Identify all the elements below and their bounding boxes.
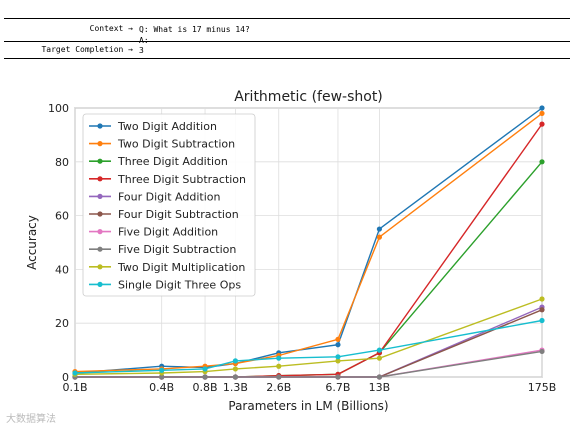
- context-line-2: A:: [139, 36, 149, 45]
- context-label: Context →: [89, 24, 133, 33]
- legend-entry: Three Digit Subtraction: [117, 173, 246, 186]
- data-point: [232, 358, 239, 364]
- x-tick-label: 1.3B: [223, 381, 248, 394]
- legend-entry: Three Digit Addition: [117, 155, 228, 168]
- data-point: [232, 374, 239, 380]
- y-tick-label: 40: [55, 263, 69, 276]
- legend-swatch-marker: [97, 158, 103, 164]
- context-row: Context → Q: What is 17 minus 14? A:: [4, 19, 570, 45]
- data-point: [202, 366, 208, 372]
- legend-swatch-marker: [97, 123, 103, 129]
- legend-swatch-marker: [97, 176, 103, 182]
- legend-entry: Four Digit Subtraction: [118, 208, 239, 221]
- data-point: [276, 374, 282, 380]
- series-line-1: [74, 107, 543, 374]
- y-tick-label: 80: [55, 156, 69, 169]
- chart-title: Arithmetic (few-shot): [234, 89, 383, 105]
- legend-swatch-marker: [97, 264, 103, 270]
- data-point: [335, 358, 341, 364]
- data-point: [539, 307, 545, 313]
- y-tick-label: 20: [55, 317, 69, 330]
- arithmetic-chart: 0 20 40 60 80 100 0.1B 0.4B 0.8B 1.3B 2.6B 6.7B 13B 1…: [25, 89, 557, 413]
- data-point: [539, 159, 545, 165]
- legend-box: [82, 113, 256, 297]
- legend-swatch-marker: [97, 193, 103, 199]
- series-line-9: [74, 298, 543, 375]
- x-tick-label: 175B: [528, 381, 557, 394]
- legend-entry: Five Digit Addition: [118, 226, 218, 239]
- data-point: [539, 110, 545, 116]
- data-point: [159, 374, 165, 380]
- data-point: [539, 296, 545, 302]
- data-point: [335, 336, 341, 342]
- y-tick-label: 60: [55, 210, 69, 223]
- data-point: [276, 355, 282, 361]
- target-value: 3: [139, 46, 144, 55]
- data-point: [376, 374, 383, 380]
- legend-swatch-marker: [97, 246, 103, 252]
- context-line-1: Q: What is 17 minus 14?: [139, 25, 250, 34]
- data-point: [376, 355, 383, 361]
- data-point: [376, 226, 383, 232]
- legend-entry: Two Digit Addition: [117, 120, 217, 133]
- legend-swatch-marker: [97, 229, 103, 235]
- data-point: [335, 374, 341, 380]
- data-point: [335, 342, 341, 348]
- data-point: [202, 374, 208, 380]
- x-tick-label: 6.7B: [325, 381, 350, 394]
- x-tick-label: 13B: [369, 381, 391, 394]
- y-tick-label: 100: [48, 102, 69, 115]
- y-axis-label: Accuracy: [25, 215, 39, 270]
- data-point: [539, 105, 545, 111]
- target-row: Target Completion → 3: [4, 41, 570, 58]
- data-point: [376, 347, 383, 353]
- context-value: Q: What is 17 minus 14? A:: [139, 24, 250, 46]
- x-tick-label: 0.8B: [193, 381, 218, 394]
- legend-entry: Four Digit Addition: [118, 190, 220, 203]
- legend-swatch-marker: [97, 281, 103, 287]
- legend-entry: Single Digit Three Ops: [118, 278, 241, 291]
- data-point: [276, 363, 282, 369]
- data-point: [539, 121, 545, 127]
- x-tick-label: 0.1B: [62, 381, 87, 394]
- data-point: [232, 366, 239, 372]
- data-point: [376, 234, 383, 240]
- data-point: [159, 367, 165, 373]
- context-table: Context → Q: What is 17 minus 14? A: Tar…: [4, 18, 570, 59]
- watermark: 大数据算法: [6, 414, 56, 425]
- legend-entry: Two Digit Multiplication: [117, 261, 245, 274]
- series-line-10: [74, 319, 543, 374]
- x-tick-label: 2.6B: [266, 381, 291, 394]
- series-line-8: [75, 350, 543, 378]
- target-label: Target Completion →: [41, 45, 133, 54]
- x-tick-label: 0.4B: [149, 381, 174, 394]
- y-tick-label: 0: [62, 371, 69, 384]
- legend-entry: Two Digit Subtraction: [117, 138, 235, 151]
- x-axis-label: Parameters in LM (Billions): [228, 399, 388, 413]
- legend-swatch-marker: [97, 141, 103, 147]
- legend-swatch-marker: [97, 211, 103, 217]
- data-point: [539, 348, 545, 355]
- data-point: [539, 317, 545, 324]
- legend-entry: Five Digit Subtraction: [118, 243, 236, 256]
- data-point: [72, 370, 78, 376]
- data-point: [335, 354, 341, 360]
